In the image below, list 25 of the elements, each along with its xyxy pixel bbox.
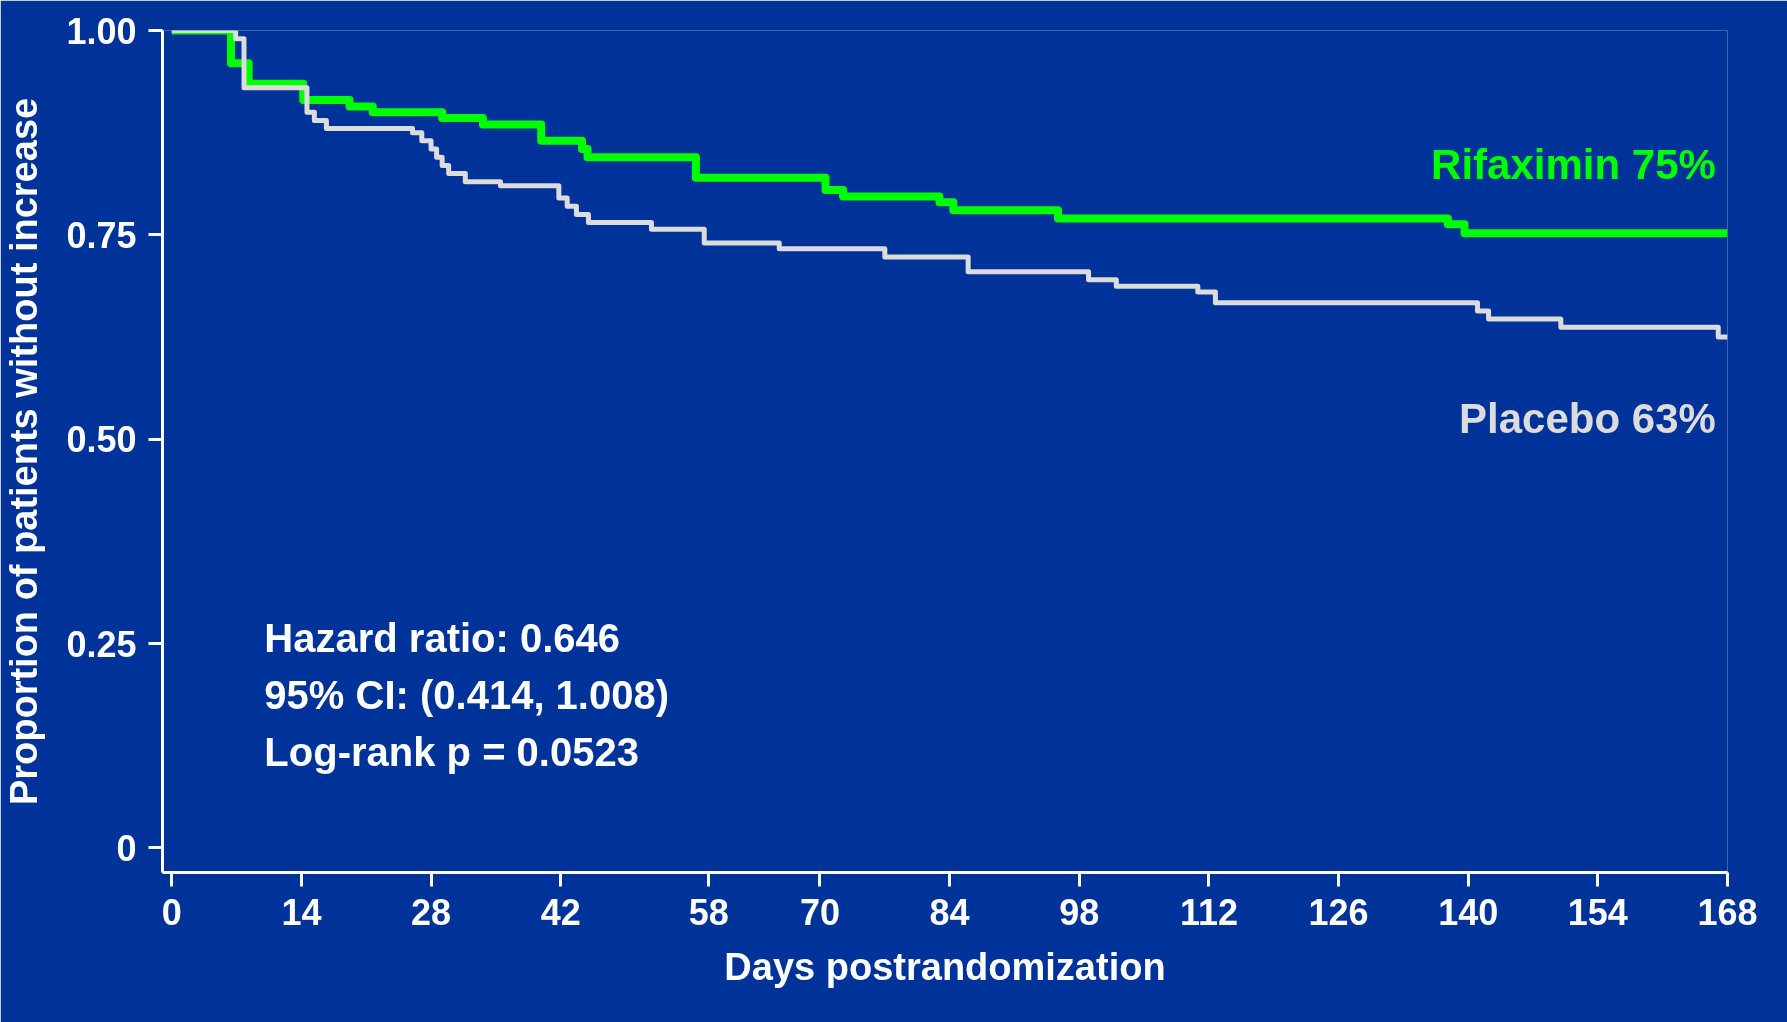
x-tick-label: 42 [540, 891, 581, 933]
y-tick-label: 1.00 [66, 10, 137, 52]
x-tick-label: 58 [688, 891, 729, 933]
x-tick-label: 28 [411, 891, 452, 933]
y-tick-label: 0.25 [66, 623, 137, 665]
x-tick-label: 140 [1438, 891, 1499, 933]
series-label: Rifaximin 75% [1431, 141, 1716, 189]
x-tick-label: 98 [1059, 891, 1100, 933]
y-tick-label: 0.75 [66, 214, 137, 256]
annotation: Log-rank p = 0.0523 [264, 730, 639, 775]
y-tick-label: 0.50 [66, 419, 137, 461]
annotation: 95% CI: (0.414, 1.008) [264, 673, 670, 718]
y-axis-title: Proportion of patients without increase [3, 97, 46, 806]
x-tick-label: 14 [281, 891, 322, 933]
x-tick-label: 112 [1179, 891, 1238, 933]
x-axis-title: Days postrandomization [724, 945, 1166, 988]
x-tick-label: 154 [1567, 891, 1628, 933]
series-label: Placebo 63% [1459, 395, 1716, 443]
x-tick-label: 126 [1308, 891, 1369, 933]
annotation: Hazard ratio: 0.646 [264, 615, 621, 660]
x-tick-label: 70 [799, 891, 841, 933]
x-tick-label: 84 [929, 891, 970, 933]
x-tick-label: 0 [161, 891, 182, 933]
y-tick-label: 0 [116, 827, 137, 869]
x-tick-label: 168 [1697, 891, 1758, 933]
